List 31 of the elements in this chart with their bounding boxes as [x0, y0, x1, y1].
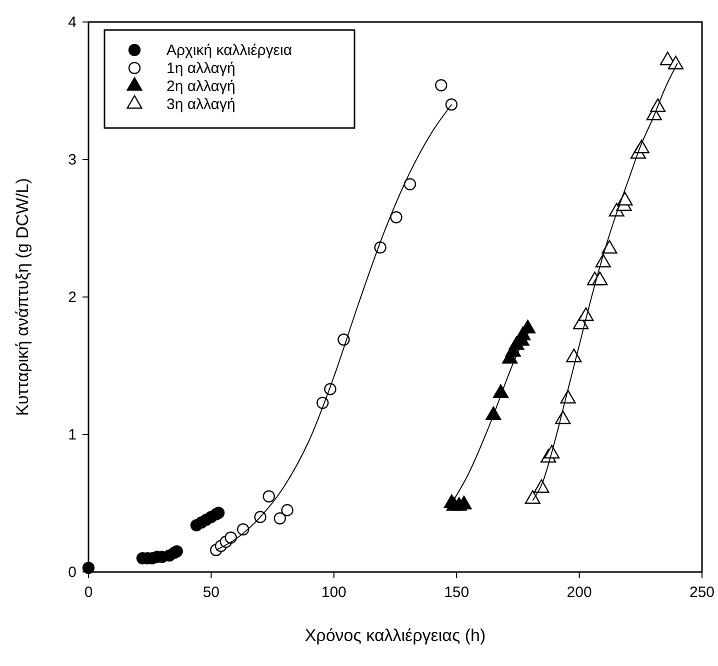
legend-label: 3η αλλαγή: [166, 96, 236, 113]
x-tick-label: 100: [321, 584, 346, 601]
point: [224, 532, 237, 544]
point: [274, 512, 286, 524]
x-tick-label: 150: [444, 584, 470, 601]
point: [486, 406, 502, 420]
x-tick-label: 250: [689, 584, 715, 601]
legend-label: 2η αλλαγή: [166, 78, 236, 95]
x-tick-label: 200: [566, 584, 592, 601]
y-tick-label: 2: [68, 289, 76, 306]
point: [602, 240, 618, 254]
point: [592, 272, 608, 286]
y-tick-label: 1: [68, 426, 76, 444]
legend-label: Αρχική καλλιέργεια: [166, 42, 292, 59]
point: [170, 545, 183, 558]
point: [578, 307, 594, 322]
point: [492, 384, 509, 398]
y-tick-label: 4: [68, 14, 76, 31]
point: [262, 490, 275, 502]
y-tick-label: 0: [68, 564, 76, 581]
point: [566, 348, 582, 362]
point: [338, 334, 350, 346]
x-tick-label: 50: [202, 584, 220, 601]
y-axis-title: Κυτταρική ανάπτυξη (g DCW/L): [13, 178, 32, 416]
x-tick-label: 0: [84, 584, 93, 601]
y-tick-label: 3: [68, 152, 76, 168]
point: [237, 523, 250, 536]
point: [281, 504, 294, 516]
x-axis-title: Χρόνος καλλιέργειας (h): [304, 626, 486, 645]
point: [668, 56, 684, 70]
legend-label: 1η αλλαγή: [166, 60, 236, 77]
